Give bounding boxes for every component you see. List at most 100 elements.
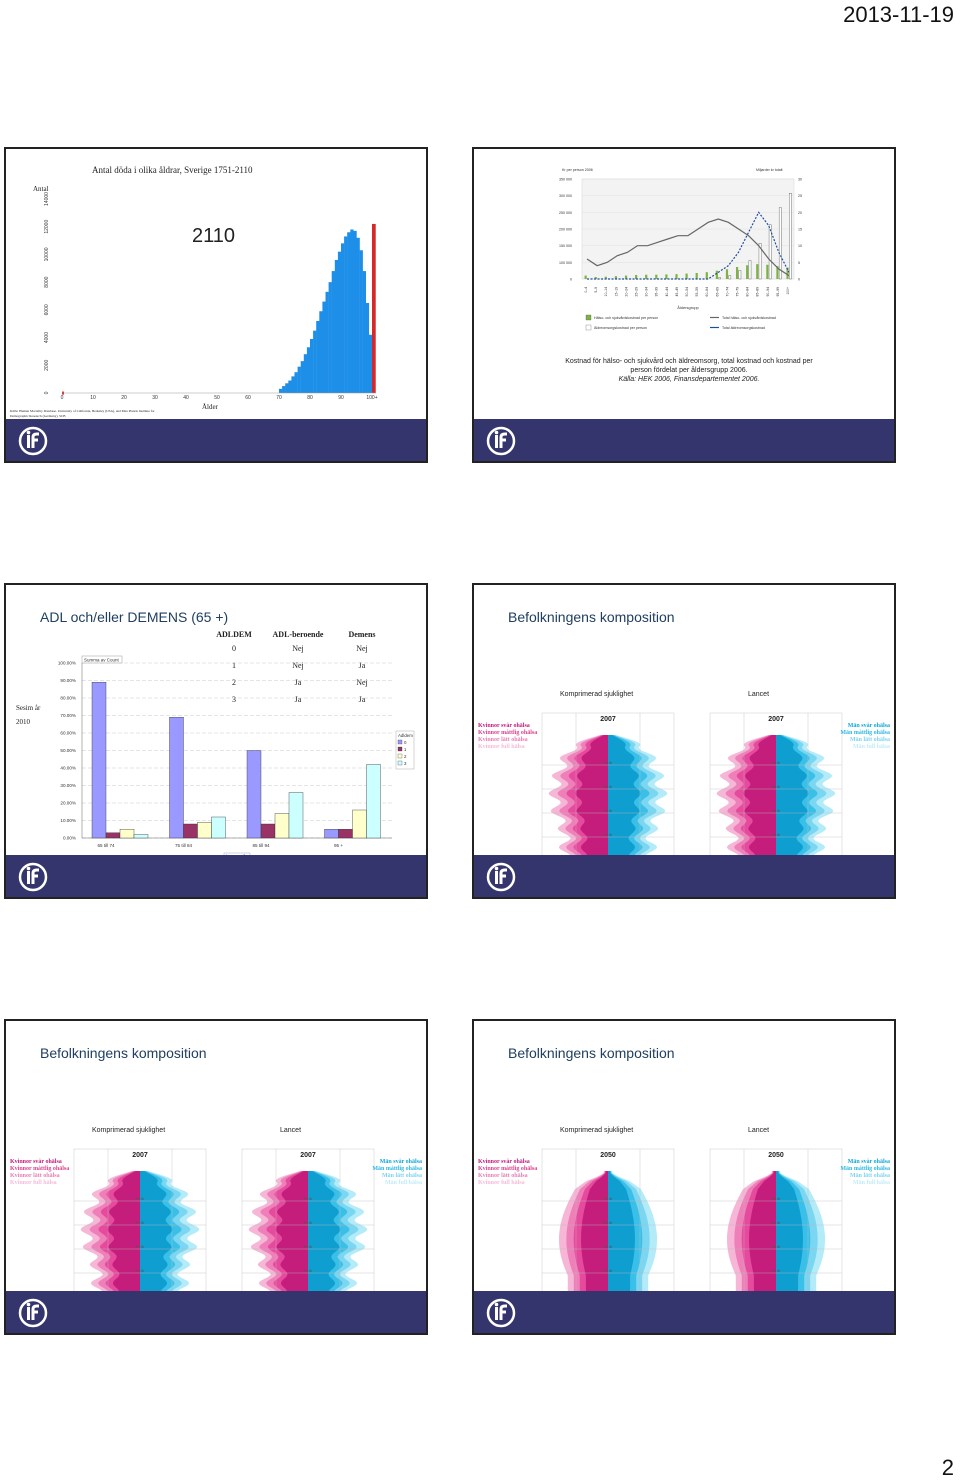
bar [288,380,292,393]
pyramid-right-title: Lancet [748,691,770,698]
bar-health-per-person [725,269,729,279]
y-tick-label: 14000 [44,192,50,206]
slide-population-composition-2: Befolkningens komposition 80 år 60 år 40 å… [4,1019,428,1335]
table-cell: Nej [292,661,304,670]
legend-swatch [397,746,403,752]
category-label: 10–14 [604,287,608,297]
table-cell: Nej [292,644,304,653]
x-tick-label: 100+ [366,395,377,401]
category-label: 0–4 [584,287,588,293]
logo-icon [18,426,48,456]
pivot-field-label: Summa av Count [84,658,120,663]
bar-health-per-person [604,276,607,279]
bar-series-3 [366,764,381,839]
age-tick-label: 20 år [603,1268,613,1273]
pyramid-year-label: 2007 [600,716,616,723]
bar-health-per-person [705,272,708,279]
bar-health-per-person [766,264,769,279]
bar-highlight [372,223,376,393]
legend-label: 1 [404,747,407,752]
y-tick-label: 20.00% [60,801,76,806]
right-tick-label: 20 [798,211,802,215]
bar [282,386,286,393]
age-tick-label: 20 år [603,832,613,837]
bar-health-per-person [635,275,638,279]
bar [337,251,342,393]
male-legend: Män svår ohälsa Män måttlig ohälsa Män lät… [840,1159,890,1187]
pyramid-year-label: 2050 [600,1152,616,1159]
slide5-title: Befolkningens komposition [40,1045,207,1061]
right-tick-label: 5 [798,261,800,265]
slide2-caption-line3: Källa: HEK 2006, Finansdepartementet 200… [618,376,760,383]
slide1-year-label: 2110 [192,225,236,247]
bar-series-2 [352,809,367,839]
left-tick-label: 350 000 [559,178,572,182]
legend-swatch [397,753,403,759]
adldem-table: ADLDEM ADL-beroende Demens 0 Nej Nej 1 Nej J… [202,629,394,708]
age-tick-label: 20 år [303,1268,313,1273]
logo-icon [486,1298,516,1328]
pyramid-right-title: Lancet [748,1127,770,1134]
legend-item: Män full hälsa [852,1180,890,1186]
left-tick-label: 200 000 [559,228,572,232]
bar [297,366,301,393]
adldem-header-cell: ADLDEM [216,630,252,639]
slide1-title: Antal döda i olika åldrar, Sverige 1751-… [92,165,253,175]
x-tick-label: 30 [152,395,158,401]
right-tick-label: 10 [798,244,802,248]
slide4-title: Befolkningens komposition [508,609,675,625]
x-tick-label: 80 [307,395,313,401]
legend-item: Män lätt ohälsa [849,1173,890,1179]
bar [356,237,360,393]
pyramid-year-label: 2050 [768,1152,784,1159]
pyramid-year-label: 2007 [300,1152,316,1159]
category-label: 45–49 [675,287,679,297]
bar-series-3 [133,834,149,839]
slide-footer [474,1291,894,1333]
bar [334,259,339,393]
category-label: 15–19 [614,287,618,297]
bar-series-1 [183,823,198,839]
legend-item: Kvinnor full hälsa [478,1180,525,1186]
bar [303,354,308,393]
bar-elderly-per-person [728,275,732,280]
bar [350,229,354,393]
male-legend: Män svår ohälsa Män måttlig ohälsa Män lät… [372,1159,422,1187]
bar [313,330,317,393]
pyramid-frame [541,1148,675,1297]
pyramid-right-title: Lancet [280,1127,302,1134]
bar-series-3 [288,792,304,839]
category-label: 85 till 94 [252,843,270,848]
legend-item: Kvinnor svår ohälsa [478,1159,530,1165]
legend-label: Total äldreomsorgskostnad [722,326,765,330]
slide-population-composition-3: Befolkningens komposition 80 år 60 år 40 å… [472,1019,896,1335]
table-cell: 2 [232,678,236,687]
age-tick-label: 80 år [771,1196,781,1201]
adldem-table-row: 1 Nej Ja [202,657,394,674]
legend-label: 2 [404,754,407,759]
bar-series-1 [105,832,121,839]
age-tick-label: 60 år [771,784,781,789]
slide3-side-label1: Sesim år [16,704,41,712]
y-tick-label: 60.00% [60,731,76,736]
pyramid-frame [241,1148,375,1297]
age-tick-label: 60 år [771,1220,781,1225]
bar-health-per-person [675,274,678,279]
bar-health-per-person [756,264,759,279]
legend-item: Män full hälsa [384,1180,422,1186]
y-tick-label: 10000 [44,247,50,261]
y-tick-label: 6000 [44,304,50,315]
bar [365,302,370,393]
slide-footer [6,855,426,897]
bar-series-2 [274,813,290,839]
age-tick-label: 80 år [303,1196,313,1201]
x-tick-label: 50 [214,395,220,401]
male-legend: Män svår ohälsa Män måttlig ohälsa Män lät… [840,723,890,751]
age-tick-label: 60 år [135,1220,145,1225]
bar [347,232,351,393]
bar-series-3 [211,816,226,839]
legend-item: Kvinnor måttlig ohälsa [10,1166,70,1172]
slide3-title: ADL och/eller DEMENS (65 +) [40,609,229,625]
